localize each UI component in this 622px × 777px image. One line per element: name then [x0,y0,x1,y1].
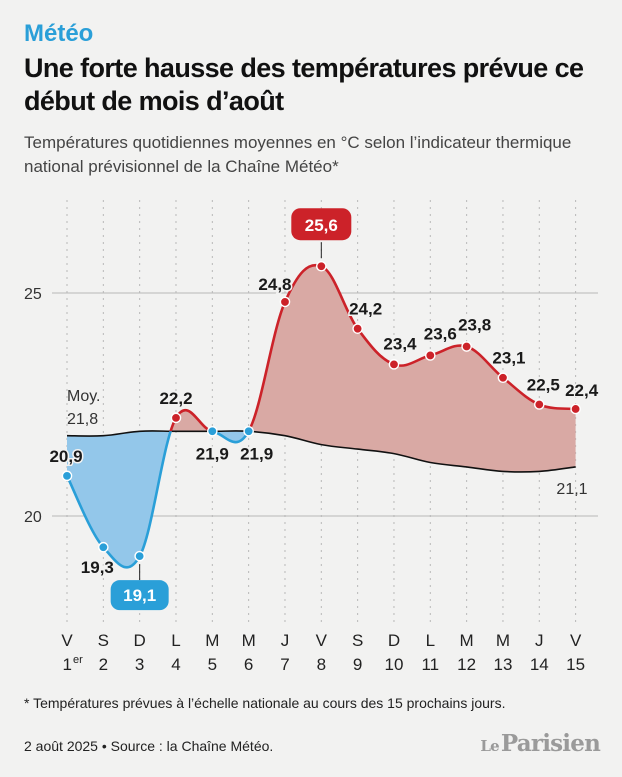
x-tick-weekday: L [426,631,435,650]
source-line: 2 août 2025 • Source : la Chaîne Météo. [24,738,274,754]
chart-subtitle: Températures quotidiennes moyennes en °C… [24,133,572,176]
x-tick-weekday: M [460,631,474,650]
area-above-average [67,265,576,472]
x-tick-weekday: V [570,631,582,650]
x-tick-day: 2 [99,655,108,674]
forecast-line-below [65,430,576,569]
x-tick-day: 15 [566,655,585,674]
forecast-line-above [65,263,576,472]
x-tick-day: 8 [317,655,326,674]
x-tick-weekday: D [388,631,400,650]
chart-title: Une forte hausse des températures prévue… [24,53,584,116]
value-label: 23,6 [424,324,457,343]
value-label: 24,2 [349,300,382,319]
x-tick-day: 7 [280,655,289,674]
y-tick-label: 20 [24,509,42,526]
average-start-value: 21,8 [67,411,98,428]
x-tick-day: 4 [171,655,180,674]
forecast-point [243,425,254,437]
forecast-point [279,296,291,308]
forecast-point [352,323,363,334]
x-tick-weekday: L [171,631,180,650]
forecast-point [207,425,218,437]
x-tick-weekday: V [316,631,328,650]
x-tick-day: 9 [353,655,362,674]
x-tick-day: 3 [135,655,144,674]
forecast-point [497,372,509,384]
value-label: 24,8 [258,275,291,294]
x-tick-day: 6 [244,655,253,674]
value-label: 25,6 [305,216,338,235]
x-tick-day: 12 [457,655,476,674]
forecast-point [170,412,182,424]
forecast-point [316,260,327,272]
x-tick-day: 10 [385,655,404,674]
x-tick-day: 1 [63,655,72,674]
x-tick-weekday: M [496,631,510,650]
footnote: * Températures prévues à l’échelle natio… [24,695,506,711]
x-tick-weekday: D [134,631,146,650]
value-label: 22,2 [159,389,192,408]
y-tick-label: 25 [24,286,42,303]
forecast-point [533,399,545,410]
average-end-value: 21,1 [556,481,587,498]
forecast-point [134,550,145,562]
value-label: 20,9 [49,447,82,466]
forecast-point [388,359,400,370]
value-label: 19,1 [123,586,156,605]
value-label: 21,9 [240,444,273,463]
value-label: 23,4 [383,334,417,353]
kicker: Météo [24,20,94,47]
value-label: 22,4 [565,381,599,400]
average-line [66,430,576,473]
value-label: 22,5 [527,376,560,395]
average-label: Moy. [67,388,100,405]
x-tick-day: 14 [530,655,549,674]
x-tick-weekday: V [61,631,73,650]
forecast-point [61,470,73,482]
max-value-badge [291,208,352,241]
x-tick-weekday: S [98,631,109,650]
x-tick-day: 11 [421,655,439,674]
value-label: 23,1 [492,349,525,368]
x-tick-weekday: S [352,631,363,650]
x-tick-weekday: J [281,631,290,650]
forecast-point [98,541,109,553]
x-tick-day-suffix: er [73,654,83,666]
x-tick-weekday: M [242,631,256,650]
forecast-point [570,403,581,415]
value-label: 19,3 [81,558,114,577]
le-parisien-logo: LeParisien [480,730,600,757]
forecast-point [424,350,436,361]
value-label: 21,9 [196,444,229,463]
x-tick-day: 13 [493,655,512,674]
x-tick-day: 5 [208,655,217,674]
min-value-badge [110,580,169,611]
x-tick-weekday: M [205,631,219,650]
x-tick-weekday: J [535,631,544,650]
forecast-point [461,341,472,352]
value-label: 23,8 [458,316,491,335]
